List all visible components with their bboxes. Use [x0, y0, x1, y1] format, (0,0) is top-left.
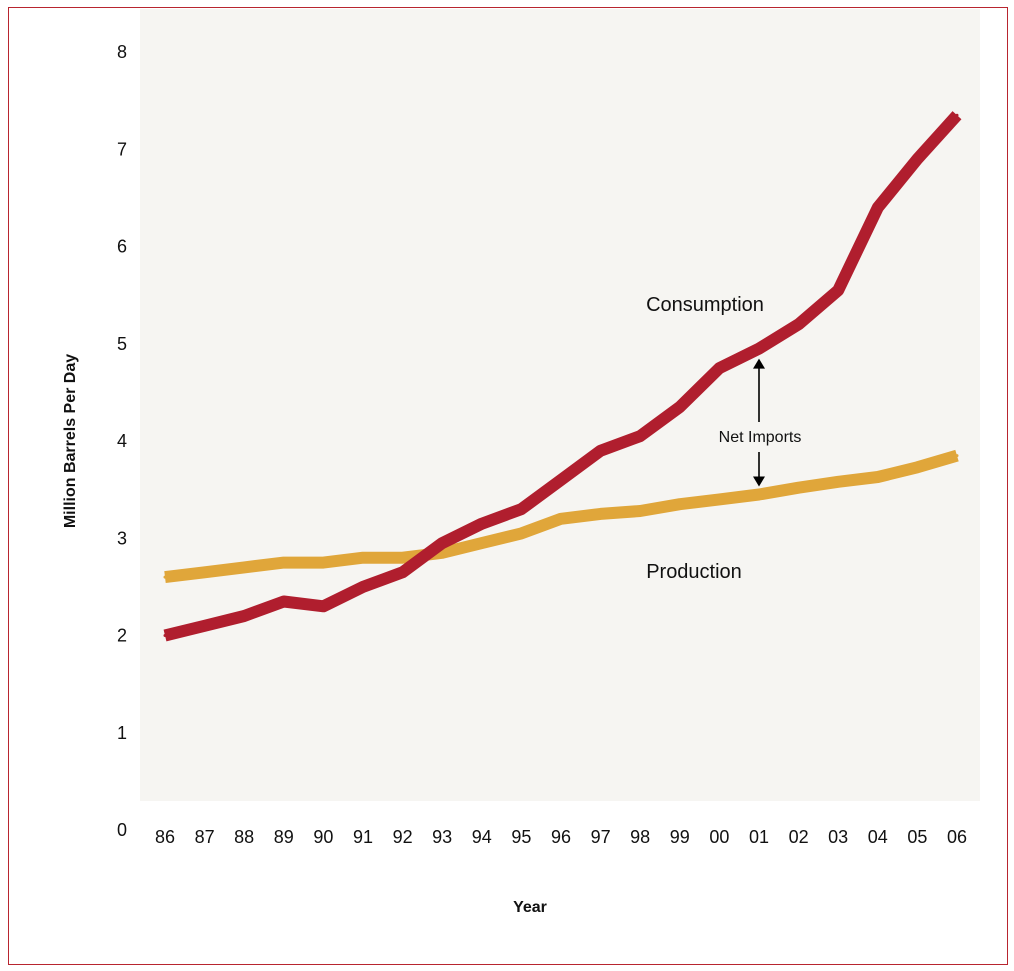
x-tick-label: 94 — [472, 827, 492, 847]
data-point-production — [559, 517, 563, 521]
data-point-production — [599, 512, 603, 516]
arrow-down-icon — [753, 476, 765, 487]
data-point-consumption — [440, 541, 444, 545]
data-point-consumption — [915, 157, 919, 161]
y-tick-label: 1 — [117, 723, 127, 743]
annotation-label: Consumption — [646, 294, 764, 316]
data-point-consumption — [321, 604, 325, 608]
data-point-production — [797, 486, 801, 490]
data-point-production — [480, 541, 484, 545]
data-point-consumption — [163, 634, 167, 637]
y-axis-title: Million Barrels Per Day — [62, 354, 79, 528]
data-point-consumption — [242, 614, 246, 618]
data-point-consumption — [282, 599, 286, 603]
data-point-production — [638, 509, 642, 513]
y-tick-label: 2 — [117, 626, 127, 646]
data-point-production — [361, 556, 365, 560]
data-point-production — [678, 502, 682, 506]
annotation-label: Net Imports — [719, 429, 802, 446]
data-point-consumption — [836, 288, 840, 292]
x-tick-label: 87 — [195, 827, 215, 847]
data-point-consumption — [599, 449, 603, 453]
data-point-production — [440, 551, 444, 555]
data-point-consumption — [638, 434, 642, 438]
data-point-production — [203, 570, 207, 574]
data-point-production — [836, 480, 840, 484]
data-point-consumption — [519, 507, 523, 511]
x-tick-label: 99 — [670, 827, 690, 847]
y-tick-label: 3 — [117, 528, 127, 548]
x-tick-label: 89 — [274, 827, 294, 847]
arrow-up-icon — [753, 358, 765, 369]
x-tick-label: 97 — [591, 827, 611, 847]
x-tick-label: 02 — [789, 827, 809, 847]
data-point-production — [717, 497, 721, 501]
data-point-production — [401, 556, 405, 560]
data-point-production — [163, 575, 167, 579]
data-point-production — [242, 565, 246, 569]
x-tick-label: 04 — [868, 827, 888, 847]
plot-area — [140, 9, 980, 801]
y-tick-label: 4 — [117, 431, 127, 451]
x-tick-label: 93 — [432, 827, 452, 847]
data-point-consumption — [876, 206, 880, 210]
data-point-production — [519, 531, 523, 535]
x-tick-label: 03 — [828, 827, 848, 847]
data-point-consumption — [480, 522, 484, 526]
data-point-consumption — [401, 570, 405, 574]
x-tick-label: 91 — [353, 827, 373, 847]
y-tick-label: 6 — [117, 237, 127, 257]
data-point-consumption — [361, 585, 365, 589]
y-tick-label: 8 — [117, 42, 127, 62]
series-layer — [163, 111, 962, 642]
x-tick-label: 96 — [551, 827, 571, 847]
y-tick-label: 0 — [117, 820, 127, 840]
x-tick-label: 05 — [907, 827, 927, 847]
data-point-production — [915, 465, 919, 469]
x-tick-label: 90 — [313, 827, 333, 847]
y-tick-label: 7 — [117, 139, 127, 159]
x-tick-label: 06 — [947, 827, 967, 847]
x-axis-title: Year — [513, 899, 547, 916]
y-axis-ticks: 0 1 2 3 4 5 6 7 8 — [117, 42, 127, 840]
y-tick-label: 5 — [117, 334, 127, 354]
data-point-consumption — [797, 322, 801, 326]
x-tick-label: 01 — [749, 827, 769, 847]
data-point-production — [955, 454, 959, 458]
x-tick-label: 95 — [511, 827, 531, 847]
data-point-consumption — [203, 624, 207, 628]
x-axis-ticks: 86 87 88 89 90 91 92 93 94 95 96 97 98 99 00 01 02 03 04 05… — [155, 827, 967, 847]
data-point-production — [757, 492, 761, 496]
data-point-consumption — [678, 405, 682, 409]
x-tick-label: 98 — [630, 827, 650, 847]
data-point-consumption — [559, 478, 563, 482]
annotation-label: Production — [646, 561, 742, 583]
x-tick-label: 00 — [709, 827, 729, 847]
annotation-layer: Consumption Production Net Imports — [646, 294, 801, 583]
data-point-consumption — [757, 347, 761, 351]
x-tick-label: 88 — [234, 827, 254, 847]
data-point-production — [876, 475, 880, 479]
data-point-production — [282, 561, 286, 565]
data-point-consumption — [955, 113, 959, 117]
x-tick-label: 92 — [393, 827, 413, 847]
x-tick-label: 86 — [155, 827, 175, 847]
data-point-production — [321, 561, 325, 565]
data-point-consumption — [717, 366, 721, 370]
